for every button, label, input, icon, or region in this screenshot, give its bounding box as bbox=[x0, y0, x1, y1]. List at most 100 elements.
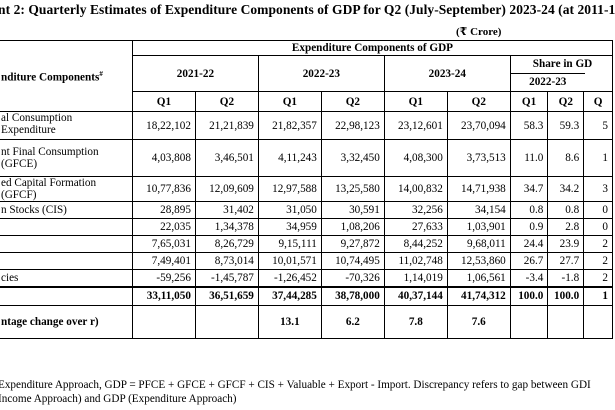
cell: -1,45,787 bbox=[194, 269, 259, 287]
table-row: cies -59,256 -1,45,787 -1,26,452 -70,326… bbox=[0, 269, 613, 287]
quarter-header: Q2 bbox=[547, 91, 585, 112]
cell: 7.8 bbox=[383, 305, 448, 339]
cell: 14,00,832 bbox=[383, 176, 448, 202]
cell: 1,34,378 bbox=[194, 218, 259, 236]
cell: 2 bbox=[583, 269, 613, 287]
cell: 12,09,609 bbox=[194, 176, 259, 202]
year-header: 2022-23 bbox=[257, 55, 385, 92]
quarter-header: Q1 bbox=[509, 91, 549, 112]
cell: 9,68,011 bbox=[446, 235, 511, 253]
cell: 8.6 bbox=[547, 139, 585, 177]
quarter-header: Q1 bbox=[383, 91, 448, 112]
share-header: Share in GD 2022-23 bbox=[509, 55, 614, 92]
components-header: nditure Components# bbox=[0, 40, 133, 112]
cell: 31,050 bbox=[257, 201, 322, 219]
cell: 9,27,872 bbox=[320, 235, 385, 253]
cell: 11.0 bbox=[509, 139, 549, 177]
cell bbox=[194, 305, 259, 339]
table-row: 7,49,401 8,73,014 10,01,571 10,74,495 11… bbox=[0, 252, 613, 270]
row-label: ed Capital Formation (GFCF) bbox=[0, 176, 133, 202]
cell: 1,03,901 bbox=[446, 218, 511, 236]
cell: 7.6 bbox=[446, 305, 511, 339]
quarter-header: Q2 bbox=[446, 91, 511, 112]
cell: 100.0 bbox=[509, 286, 549, 306]
cell: 2 bbox=[583, 252, 613, 270]
row-label: ntage change over r) bbox=[0, 305, 133, 339]
cell: 23,12,601 bbox=[383, 111, 448, 140]
cell: 3,73,513 bbox=[446, 139, 511, 177]
cell: 34,959 bbox=[257, 218, 322, 236]
cell: 37,44,285 bbox=[257, 286, 322, 306]
cell: 32,256 bbox=[383, 201, 448, 219]
share-year-header: 2022-23 bbox=[511, 73, 585, 91]
expenditure-table: nditure Components# Expenditure Componen… bbox=[0, 40, 614, 339]
cell: 9,15,111 bbox=[257, 235, 322, 253]
cell: 23.9 bbox=[547, 235, 585, 253]
cell: 1 bbox=[583, 139, 613, 177]
cell: 1 bbox=[583, 286, 613, 306]
cell: 1,14,019 bbox=[383, 269, 448, 287]
year-header: 2021-22 bbox=[131, 55, 259, 92]
cell: 3,46,501 bbox=[194, 139, 259, 177]
cell: 58.3 bbox=[509, 111, 549, 140]
cell: 24.4 bbox=[509, 235, 549, 253]
cell: 1,06,561 bbox=[446, 269, 511, 287]
table-row: 22,035 1,34,378 34,959 1,08,206 27,633 1… bbox=[0, 218, 613, 236]
cell: 34.2 bbox=[547, 176, 585, 202]
cell bbox=[509, 305, 549, 339]
cell bbox=[583, 305, 613, 339]
quarter-header: Q1 bbox=[131, 91, 196, 112]
cell: 18,22,102 bbox=[131, 111, 196, 140]
cell bbox=[547, 305, 585, 339]
cell: 21,82,357 bbox=[257, 111, 322, 140]
cell: 12,53,860 bbox=[446, 252, 511, 270]
cell: -1,26,452 bbox=[257, 269, 322, 287]
cell: 40,37,144 bbox=[383, 286, 448, 306]
cell: -1.8 bbox=[547, 269, 585, 287]
cell: 0 bbox=[583, 218, 613, 236]
cell: -70,326 bbox=[320, 269, 385, 287]
cell: 6.2 bbox=[320, 305, 385, 339]
cell: -3.4 bbox=[509, 269, 549, 287]
cell: 7,65,031 bbox=[131, 235, 196, 253]
cell: 0.9 bbox=[509, 218, 549, 236]
cell: 22,035 bbox=[131, 218, 196, 236]
cell: 8,73,014 bbox=[194, 252, 259, 270]
quarter-header: Q bbox=[583, 91, 613, 112]
cell: 4,08,300 bbox=[383, 139, 448, 177]
cell: 4,11,243 bbox=[257, 139, 322, 177]
table-row: nt Final Consumption (GFCE) 4,03,808 3,4… bbox=[0, 139, 613, 177]
cell: 13.1 bbox=[257, 305, 322, 339]
footnotes: Expenditure Approach, GDP = PFCE + GFCE … bbox=[0, 378, 591, 406]
cell: 3 bbox=[583, 176, 613, 202]
quarter-header: Q2 bbox=[194, 91, 259, 112]
row-label bbox=[0, 235, 133, 253]
cell: 0 bbox=[583, 201, 613, 219]
row-label bbox=[0, 286, 133, 306]
cell bbox=[131, 305, 196, 339]
cell: 2 bbox=[583, 235, 613, 253]
row-label bbox=[0, 218, 133, 236]
total-row: 33,11,050 36,51,659 37,44,285 38,78,000 … bbox=[0, 286, 613, 306]
cell: 13,25,580 bbox=[320, 176, 385, 202]
cell: 21,21,839 bbox=[194, 111, 259, 140]
cell: 10,74,495 bbox=[320, 252, 385, 270]
cell: 38,78,000 bbox=[320, 286, 385, 306]
cell: 8,26,729 bbox=[194, 235, 259, 253]
quarter-header: Q1 bbox=[257, 91, 322, 112]
cell: 4,03,808 bbox=[131, 139, 196, 177]
cell: 36,51,659 bbox=[194, 286, 259, 306]
cell: 22,98,123 bbox=[320, 111, 385, 140]
cell: 10,01,571 bbox=[257, 252, 322, 270]
row-label: nt Final Consumption (GFCE) bbox=[0, 139, 133, 177]
cell: 34,154 bbox=[446, 201, 511, 219]
cell: 59.3 bbox=[547, 111, 585, 140]
table-row: al Consumption Expenditure 18,22,102 21,… bbox=[0, 111, 613, 140]
quarter-header: Q2 bbox=[320, 91, 385, 112]
cell: 0.8 bbox=[509, 201, 549, 219]
cell: -59,256 bbox=[131, 269, 196, 287]
cell: 14,71,938 bbox=[446, 176, 511, 202]
cell: 1,08,206 bbox=[320, 218, 385, 236]
cell: 7,49,401 bbox=[131, 252, 196, 270]
cell: 27.7 bbox=[547, 252, 585, 270]
